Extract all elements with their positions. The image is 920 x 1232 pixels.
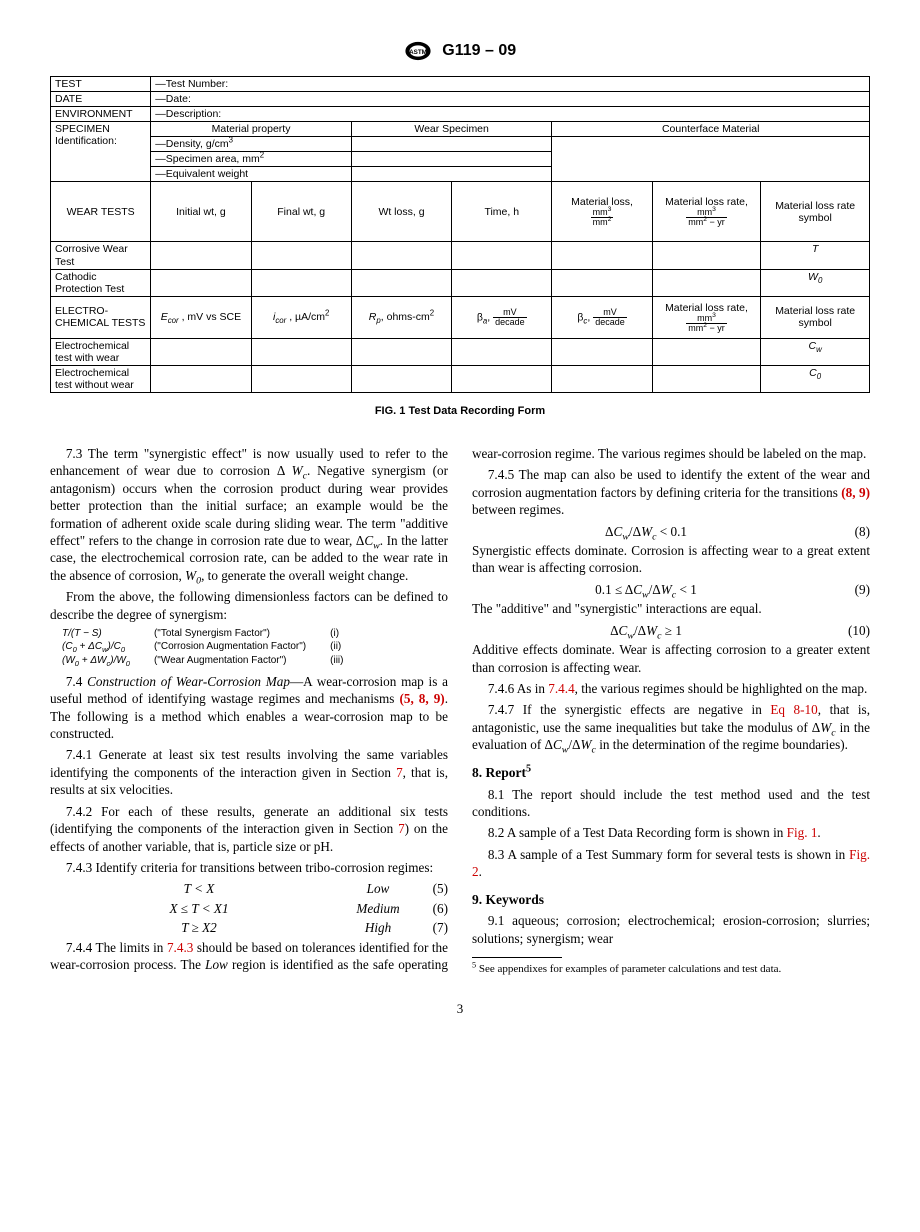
para-7-4-2: 7.4.2 For each of these results, generat… <box>50 803 448 855</box>
equation-10: ΔCw/ΔWc ≥ 1(10) <box>472 622 870 639</box>
ref-eq-8-10: Eq 8-10 <box>770 702 817 717</box>
table-row: ENVIRONMENT—Description: <box>51 107 870 122</box>
section-9-heading: 9. Keywords <box>472 891 870 909</box>
equation-9: 0.1 ≤ ΔCw/ΔWc < 1(9) <box>472 581 870 598</box>
para-7-4-7: 7.4.7 If the synergistic effects are neg… <box>472 701 870 753</box>
table-row: SPECIMEN Identification: Material proper… <box>51 122 870 137</box>
para-9-1: 9.1 aqueous; corrosion; electrochemical;… <box>472 912 870 947</box>
figure-caption: FIG. 1 Test Data Recording Form <box>50 405 870 417</box>
table-row: Corrosive Wear TestT <box>51 242 870 269</box>
para-7-4-5: 7.4.5 The map can also be used to identi… <box>472 466 870 518</box>
para-8-3: 8.3 A sample of a Test Summary form for … <box>472 846 870 881</box>
table-row: —Density, g/cm3 <box>51 137 870 152</box>
ref-7-4-4: 7.4.4 <box>548 681 574 696</box>
page-number: 3 <box>50 1001 870 1017</box>
table-row: Electrochemical test without wearC0 <box>51 365 870 392</box>
footnote-5: 5 See appendixes for examples of paramet… <box>472 962 870 977</box>
equation-6: X ≤ T < X1Medium(6) <box>50 900 448 917</box>
table-row: Electrochemical test with wearCw <box>51 338 870 365</box>
astm-logo: ASTM <box>404 40 432 62</box>
table-row: TEST—Test Number: <box>51 77 870 92</box>
para-7-4-1: 7.4.1 Generate at least six test results… <box>50 746 448 798</box>
table-row: Cathodic Protection TestW0 <box>51 269 870 296</box>
para-8-1: 8.1 The report should include the test m… <box>472 786 870 821</box>
ref-fig-1: Fig. 1 <box>787 825 818 840</box>
para-7-3: 7.3 The term "synergistic effect" is now… <box>50 445 448 584</box>
footnote-rule <box>472 957 562 958</box>
ref-section-7: 7 <box>398 821 405 836</box>
equation-8: ΔCw/ΔWc < 0.1(8) <box>472 523 870 540</box>
body-columns: 7.3 The term "synergistic effect" is now… <box>50 445 870 977</box>
table-row: ELECTRO-CHEMICAL TESTS Ecor , mV vs SCE … <box>51 296 870 338</box>
para-7-4: 7.4 Construction of Wear-Corrosion Map—A… <box>50 673 448 743</box>
section-8-heading: 8. Report5 <box>472 764 870 782</box>
equation-7: T ≥ X2High(7) <box>50 919 448 936</box>
page-header: ASTM G119 – 09 <box>50 40 870 62</box>
ref-5-8-9: (5, 8, 9) <box>399 691 444 706</box>
table-row: DATE—Date: <box>51 92 870 107</box>
equation-5: T < XLow(5) <box>50 880 448 897</box>
table-row: WEAR TESTS Initial wt, g Final wt, g Wt … <box>51 182 870 242</box>
ref-8-9: (8, 9) <box>841 485 870 500</box>
ref-7-4-3: 7.4.3 <box>167 940 193 955</box>
para-7-4-6: 7.4.6 As in 7.4.4, the various regimes s… <box>472 680 870 697</box>
para-eq9: The "additive" and "synergistic" interac… <box>472 600 870 617</box>
para-7-3e: From the above, the following dimensionl… <box>50 588 448 623</box>
svg-text:ASTM: ASTM <box>409 49 427 56</box>
para-8-2: 8.2 A sample of a Test Data Recording fo… <box>472 824 870 841</box>
test-data-table: TEST—Test Number: DATE—Date: ENVIRONMENT… <box>50 76 870 393</box>
para-eq10: Additive effects dominate. Wear is affec… <box>472 641 870 676</box>
designation: G119 – 09 <box>442 42 516 59</box>
para-7-4-3: 7.4.3 Identify criteria for transitions … <box>50 859 448 876</box>
factor-table: T/(T − S)("Total Synergism Factor")(i) (… <box>62 627 367 667</box>
ref-section-7: 7 <box>396 765 403 780</box>
para-eq8: Synergistic effects dominate. Corrosion … <box>472 542 870 577</box>
